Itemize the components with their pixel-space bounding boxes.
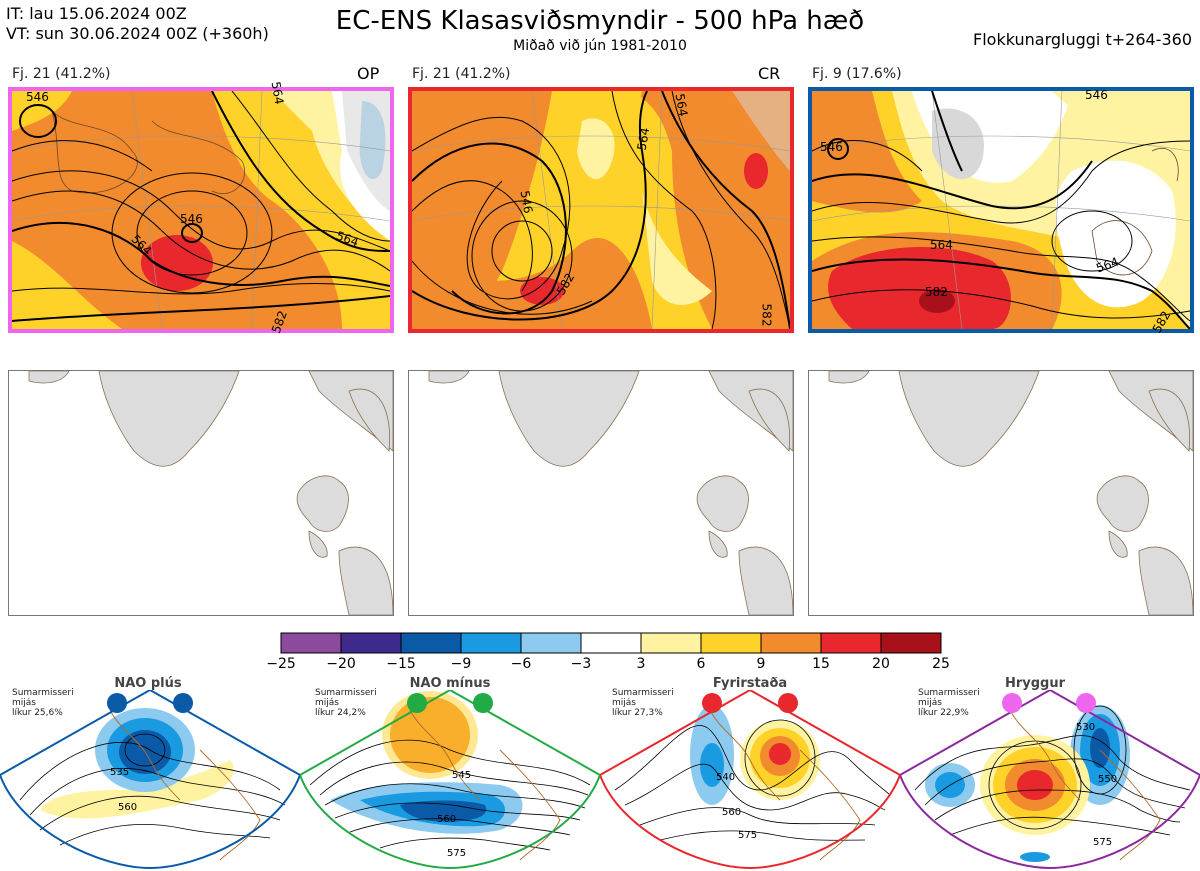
colorbar-swatch: [520, 632, 582, 654]
panel-3-label: Fj. 9 (17.6%): [812, 66, 902, 82]
colorbar-swatch: [580, 632, 642, 654]
colorbar-swatch: [880, 632, 942, 654]
regime-contour-label: 550: [1098, 774, 1118, 785]
regime-contour-label: 575: [738, 830, 758, 841]
valid-time: VT: sun 30.06.2024 00Z (+360h): [6, 24, 269, 43]
regime-nao-minus-dot-left: [407, 693, 427, 713]
colorbar-tick-label: −9: [450, 656, 472, 672]
regime-blocking-dot-left: [702, 693, 722, 713]
regime-nao-minus: [300, 690, 600, 871]
regime-contour-label: 535: [110, 767, 130, 778]
colorbar-swatch: [460, 632, 522, 654]
colorbar-tick-label: −20: [326, 656, 356, 672]
page-subtitle: Miðað við jún 1981-2010: [513, 38, 687, 54]
empty-basemap-3: [808, 370, 1194, 616]
contour-label: 582: [925, 285, 948, 299]
colorbar-tick-label: −25: [266, 656, 296, 672]
colorbar-tick-label: 25: [932, 656, 950, 672]
cluster-map-3: [808, 87, 1194, 333]
empty-basemap-1: [8, 370, 394, 616]
regime-contour-label: 545: [452, 770, 472, 781]
colorbar-tick-label: 9: [756, 656, 766, 672]
colorbar: [280, 632, 942, 658]
contour-label: 582: [759, 303, 774, 327]
colorbar-tick-label: −3: [570, 656, 592, 672]
contour-label: 546: [1085, 88, 1108, 102]
regime-nao-minus-dot-right: [473, 693, 493, 713]
regime-contour-label: 560: [722, 807, 742, 818]
initial-time: IT: lau 15.06.2024 00Z: [6, 4, 187, 23]
colorbar-swatch: [400, 632, 462, 654]
contour-label: 564: [930, 238, 953, 252]
regime-nao-minus-name: NAO mínus: [409, 676, 491, 691]
regime-ridge-name: Hryggur: [1004, 676, 1066, 691]
panel-1-label: Fj. 21 (41.2%): [12, 66, 111, 82]
colorbar-swatch: [760, 632, 822, 654]
regime-nao-plus-dot-right: [173, 693, 193, 713]
regime-blocking-dot-right: [778, 693, 798, 713]
contour-label: 546: [180, 212, 203, 226]
colorbar-tick-label: −15: [386, 656, 416, 672]
classification-window: Flokkunargluggi t+264-360: [973, 30, 1192, 49]
cluster-map-cr: [408, 87, 794, 333]
regime-ridge-dot-left: [1002, 693, 1022, 713]
contour-label: 546: [26, 90, 49, 104]
colorbar-tick-label: −6: [510, 656, 532, 672]
regime-contour-label: 575: [1093, 837, 1113, 848]
regime-ridge-desc: Sumarmisseri mijás líkur 22,9%: [918, 688, 980, 718]
colorbar-tick-label: 20: [872, 656, 890, 672]
panel-2-label: Fj. 21 (41.2%): [412, 66, 511, 82]
regime-nao-plus-desc: Sumarmisseri mijás líkur 25,6%: [12, 688, 74, 718]
regime-nao-plus-name: NAO plús: [114, 676, 182, 691]
regime-nao-minus-desc: Sumarmisseri mijás líkur 24,2%: [315, 688, 377, 718]
regime-ridge-dot-right: [1076, 693, 1096, 713]
regime-blocking-name: Fyrirstaða: [712, 676, 788, 691]
colorbar-swatch: [820, 632, 882, 654]
regime-contour-label: 560: [437, 814, 457, 825]
regime-contour-label: 575: [447, 848, 467, 859]
regime-contour-label: 530: [1076, 722, 1096, 733]
regime-blocking-desc: Sumarmisseri mijás líkur 27,3%: [612, 688, 674, 718]
regime-contour-label: 540: [716, 772, 736, 783]
colorbar-tick-label: 3: [636, 656, 646, 672]
regime-blocking: [600, 690, 900, 871]
colorbar-swatch: [280, 632, 342, 654]
regime-nao-plus-dot-left: [107, 693, 127, 713]
contour-label: 564: [268, 80, 287, 106]
colorbar-swatch: [700, 632, 762, 654]
cluster-map-op: [8, 87, 394, 333]
contour-label: 546: [820, 140, 843, 154]
panel-1-tag: OP: [357, 64, 380, 83]
regime-ridge: [900, 690, 1200, 871]
regime-nao-plus: [0, 690, 300, 871]
colorbar-tick-label: 6: [696, 656, 706, 672]
run-times: IT: lau 15.06.2024 00Z VT: sun 30.06.202…: [6, 4, 269, 44]
colorbar-tick-label: 15: [812, 656, 830, 672]
empty-basemap-2: [408, 370, 794, 616]
regime-contour-label: 560: [118, 802, 138, 813]
page-title: EC-ENS Klasasviðsmyndir - 500 hPa hæð: [335, 6, 865, 36]
colorbar-swatch: [340, 632, 402, 654]
colorbar-swatch: [640, 632, 702, 654]
panel-2-tag: CR: [758, 64, 781, 83]
